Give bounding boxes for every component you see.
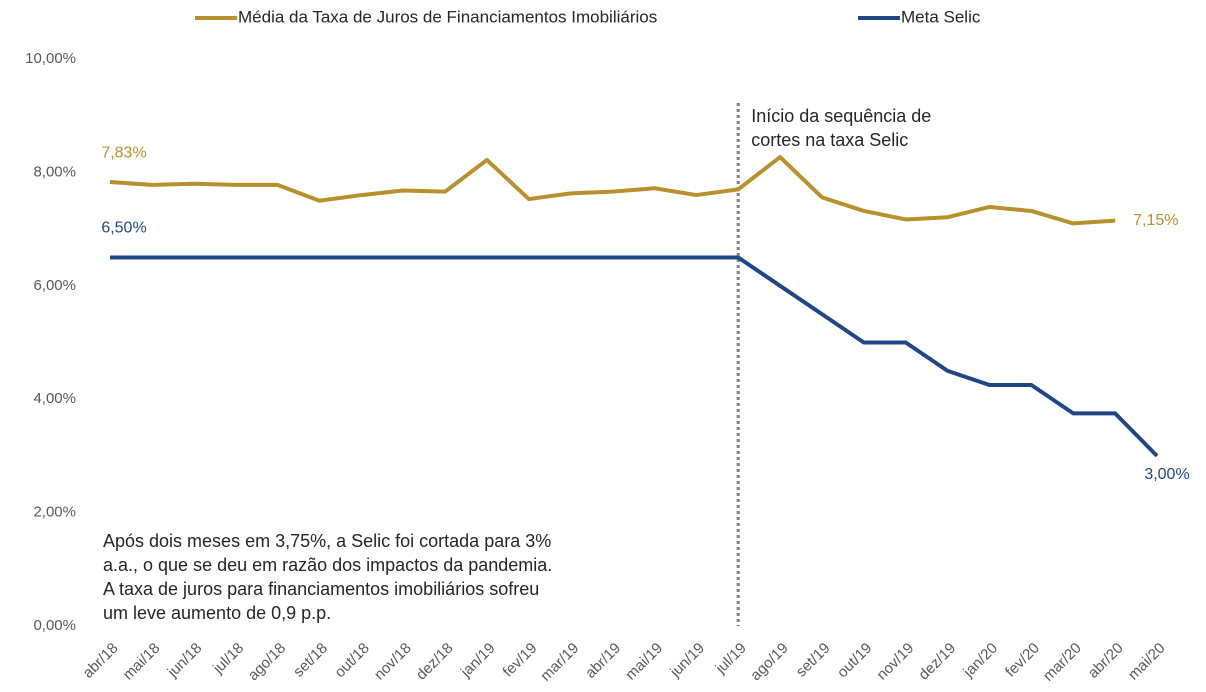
data-label: 7,83% xyxy=(101,144,146,161)
x-tick-label: dez/19 xyxy=(915,640,959,684)
data-label: 7,15% xyxy=(1133,212,1178,229)
x-tick-label: set/19 xyxy=(793,640,834,681)
x-tick-label: jul/18 xyxy=(209,640,247,678)
x-tick-label: fev/20 xyxy=(1002,640,1043,681)
x-tick-label: nov/18 xyxy=(371,640,415,684)
x-tick-label: mar/20 xyxy=(1040,640,1085,685)
x-tick-label: jun/19 xyxy=(666,640,708,682)
data-label: 6,50% xyxy=(101,220,146,237)
x-tick-label: abr/18 xyxy=(80,640,122,682)
x-tick-label: jan/20 xyxy=(959,640,1001,682)
x-tick-label: jan/19 xyxy=(457,640,499,682)
x-tick-label: nov/19 xyxy=(873,640,917,684)
legend-label: Meta Selic xyxy=(901,7,981,26)
annotation-text: Início da sequência de xyxy=(751,106,931,126)
x-tick-label: mai/20 xyxy=(1125,640,1169,684)
y-tick-label: 8,00% xyxy=(33,163,76,180)
annotation-text: Após dois meses em 3,75%, a Selic foi co… xyxy=(103,531,551,551)
annotation-text: a.a., o que se deu em razão dos impactos… xyxy=(103,555,552,575)
annotation-text: um leve aumento de 0,9 p.p. xyxy=(103,603,331,623)
y-tick-label: 2,00% xyxy=(33,504,76,521)
x-tick-label: mar/19 xyxy=(537,640,582,685)
x-tick-label: ago/18 xyxy=(245,640,289,684)
x-tick-label: out/19 xyxy=(834,640,876,682)
x-tick-label: mai/19 xyxy=(622,640,666,684)
x-tick-label: mai/18 xyxy=(120,640,164,684)
annotation-text: cortes na taxa Selic xyxy=(751,130,908,150)
x-tick-label: ago/19 xyxy=(747,640,791,684)
x-tick-label: set/18 xyxy=(290,640,331,681)
data-label: 3,00% xyxy=(1144,466,1189,483)
x-tick-label: abr/19 xyxy=(582,640,624,682)
legend-label: Média da Taxa de Juros de Financiamentos… xyxy=(238,7,657,26)
x-tick-label: dez/18 xyxy=(413,640,457,684)
x-tick-label: fev/19 xyxy=(500,640,541,681)
y-tick-label: 4,00% xyxy=(33,390,76,407)
x-tick-label: jul/19 xyxy=(712,640,750,678)
x-tick-label: jun/18 xyxy=(164,640,206,682)
annotation-text: A taxa de juros para financiamentos imob… xyxy=(103,579,539,599)
x-tick-label: out/18 xyxy=(331,640,373,682)
y-tick-label: 0,00% xyxy=(33,617,76,634)
series-line xyxy=(110,255,1159,458)
y-tick-label: 10,00% xyxy=(25,50,76,67)
y-tick-label: 6,00% xyxy=(33,277,76,294)
series-line xyxy=(109,155,1116,226)
x-tick-label: abr/20 xyxy=(1085,640,1127,682)
